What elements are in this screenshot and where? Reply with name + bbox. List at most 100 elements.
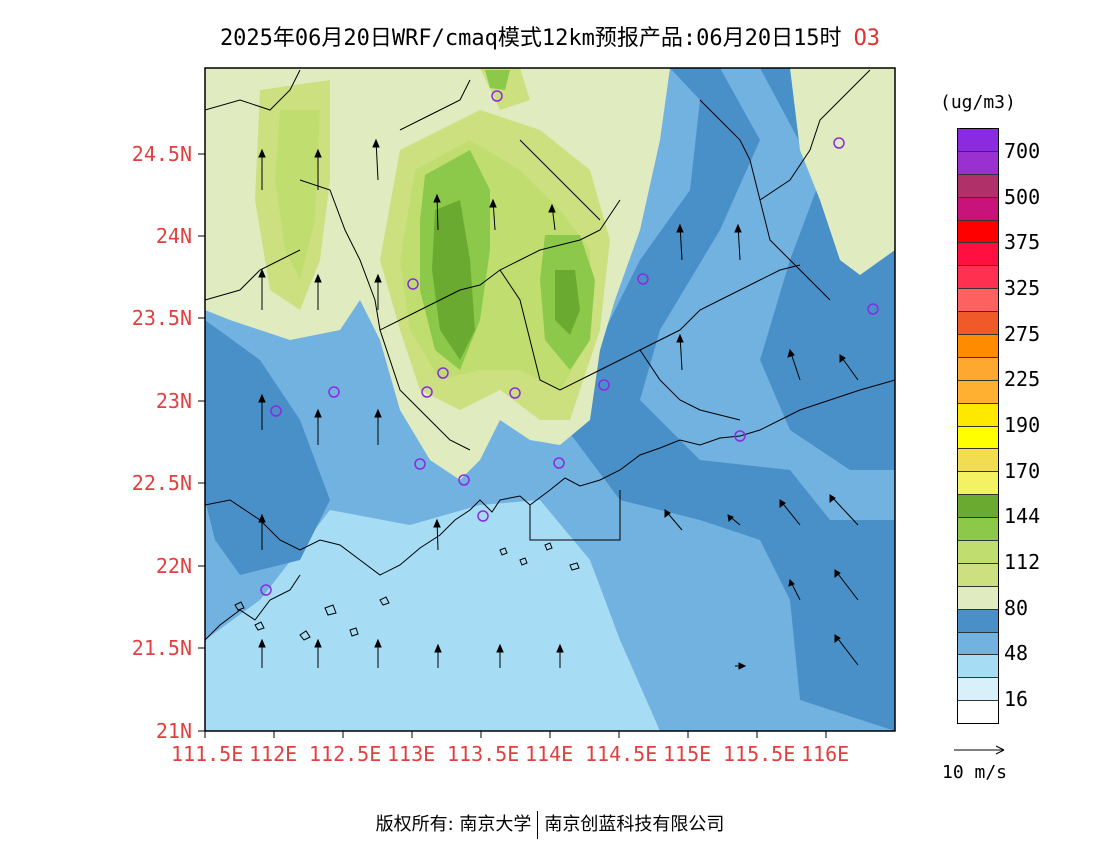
wind-arrow-head — [676, 223, 684, 233]
station-marker — [867, 303, 879, 315]
wind-arrow — [834, 634, 859, 666]
station-marker — [637, 273, 649, 285]
lat-label: 24.5N — [131, 142, 192, 166]
colorbar-swatch — [958, 655, 998, 679]
colorbar-label: 112 — [1004, 550, 1041, 575]
station-marker — [407, 278, 419, 290]
wind-arrow-head — [676, 333, 684, 343]
lon-label: 114.5E — [585, 742, 658, 766]
wind-arrow-head — [314, 273, 322, 283]
copyright-separator — [537, 811, 539, 839]
colorbar-swatch — [958, 632, 998, 656]
wind-arrow-head — [433, 518, 441, 528]
wind-arrow-head — [258, 268, 266, 278]
station-marker — [553, 457, 565, 469]
band-112-128-west — [275, 110, 320, 280]
colorbar-label: 225 — [1004, 367, 1041, 392]
boundary-4 — [379, 329, 471, 451]
boundary-1 — [205, 69, 301, 111]
colorbar-swatch — [958, 357, 998, 381]
station-marker — [270, 405, 282, 417]
lat-label: 23N — [155, 389, 192, 413]
lat-label: 21.5N — [131, 636, 192, 660]
title-species: O3 — [853, 26, 881, 51]
wind-vectors — [258, 138, 859, 670]
lat-label: 24N — [155, 224, 192, 248]
colorbar-swatch — [958, 197, 998, 221]
station-markers — [260, 90, 879, 596]
coastline-west — [205, 574, 301, 641]
station-marker — [833, 137, 845, 149]
wind-arrow-head — [727, 514, 734, 523]
colorbar-label: 144 — [1004, 504, 1041, 529]
wind-arrow-head — [258, 393, 266, 403]
wind-reference-label: 10 m/s — [942, 762, 1008, 783]
colorbar-label: 325 — [1004, 275, 1041, 300]
boundary-5 — [499, 269, 681, 391]
lon-ticks — [204, 731, 827, 738]
colorbar-swatch — [958, 335, 998, 358]
colorbar-swatch — [958, 449, 998, 473]
lat-label: 22N — [155, 554, 192, 578]
colorbar-swatch — [958, 220, 998, 244]
wind-arrow-head — [734, 223, 742, 233]
copyright-right: 南京创蓝科技有限公司 — [544, 814, 725, 835]
wind-arrow-head — [834, 569, 841, 579]
coastline — [205, 379, 895, 576]
wind-arrow — [829, 494, 859, 526]
colorbar-swatch — [958, 151, 998, 175]
wind-arrow-head — [839, 354, 846, 364]
wind-arrow-head — [314, 408, 322, 418]
lon-label: 111.5E — [171, 742, 244, 766]
station-marker — [734, 430, 746, 442]
band-32-48 — [205, 500, 660, 731]
lon-label: 114E — [525, 742, 574, 766]
wind-arrow-head — [258, 513, 266, 523]
lon-label: 115E — [663, 742, 712, 766]
wind-arrow-head — [834, 634, 841, 644]
wind-reference-arrow — [954, 745, 1005, 755]
band-64-80-west — [205, 320, 330, 575]
colorbar-swatch — [958, 495, 998, 519]
wind-arrow-head — [374, 638, 382, 648]
boundary-10 — [399, 79, 471, 131]
wind-arrow-head — [829, 494, 836, 504]
band-144-160-a — [432, 200, 475, 360]
boundary-6 — [639, 349, 741, 421]
colorbar-label: 190 — [1004, 413, 1041, 437]
lon-label: 113.5E — [447, 742, 520, 766]
colorbar-swatch — [958, 563, 998, 587]
wind-arrow-head — [434, 643, 442, 653]
colorbar-swatch — [958, 174, 998, 198]
lat-label: 21N — [155, 719, 192, 743]
colorbar-swatch — [958, 678, 998, 702]
lon-label: 112.5E — [309, 742, 382, 766]
band-144-160-b — [555, 270, 580, 335]
colorbar-label: 700 — [1004, 138, 1041, 163]
wind-arrow-head — [258, 638, 266, 648]
station-marker — [260, 584, 272, 596]
station-marker — [414, 458, 426, 470]
hk-boundary — [529, 490, 621, 541]
wind-arrow-head — [779, 499, 786, 509]
station-marker — [421, 386, 433, 398]
wind-arrow-head — [787, 348, 795, 358]
station-marker — [458, 474, 470, 486]
copyright-left: 版权所有: 南京大学 — [375, 814, 532, 835]
colorbar-swatch — [958, 518, 998, 542]
colorbar-label: 275 — [1004, 321, 1041, 346]
concentration-field — [205, 68, 895, 731]
lon-label: 112E — [249, 742, 298, 766]
lat-label: 23.5N — [131, 306, 192, 330]
colorbar-swatch — [958, 609, 998, 633]
station-marker — [598, 379, 610, 391]
boundary-3 — [205, 249, 301, 301]
islands — [234, 542, 580, 641]
colorbar-label: 48 — [1004, 641, 1029, 666]
wind-arrow — [834, 569, 859, 601]
copyright: 版权所有: 南京大学 南京创蓝科技有限公司 — [0, 810, 1100, 839]
wind-arrow-head — [548, 203, 556, 213]
colorbar-swatch — [958, 129, 998, 152]
lat-ticks — [198, 153, 205, 732]
wind-arrow-head — [433, 193, 441, 203]
